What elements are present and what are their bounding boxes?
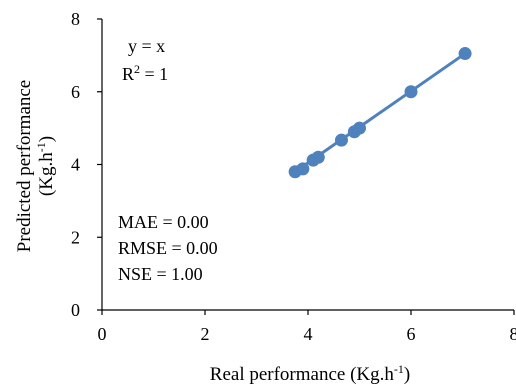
y-tick-label: 6 [71, 82, 80, 102]
x-axis-title: Real performance (Kg.h-1) [210, 362, 410, 385]
x-tick-label: 6 [407, 324, 416, 344]
x-tick-label: 8 [510, 324, 516, 344]
y-tick-label: 2 [71, 227, 80, 247]
data-point [311, 150, 325, 164]
x-tick-label: 4 [304, 324, 313, 344]
nse-annotation: NSE = 1.00 [118, 264, 203, 284]
trendline [294, 52, 466, 174]
y-tick-label: 4 [71, 155, 80, 175]
y-tick-label: 8 [71, 9, 80, 29]
mae-annotation: MAE = 0.00 [118, 212, 209, 232]
y-tick-labels: 0 2 4 6 8 [71, 9, 102, 320]
data-point [458, 47, 472, 61]
data-point [404, 85, 418, 99]
x-tick-label: 0 [98, 324, 107, 344]
y-tick-label: 0 [71, 300, 80, 320]
r-squared-annotation: R2 = 1 [122, 62, 168, 84]
data-point [334, 133, 348, 147]
data-points-group [288, 47, 472, 179]
x-tick-label: 2 [201, 324, 210, 344]
y-axis-title-line1: Predicted performance [14, 80, 35, 253]
y-axis-title-line2: (Kg.h-1) [34, 136, 57, 196]
x-tick-labels: 0 2 4 6 8 [98, 310, 516, 344]
data-point [296, 162, 310, 176]
data-point [353, 121, 366, 135]
trendline-group [294, 52, 466, 174]
rmse-annotation: RMSE = 0.00 [118, 238, 218, 258]
equation-annotation: y = x [128, 36, 165, 56]
